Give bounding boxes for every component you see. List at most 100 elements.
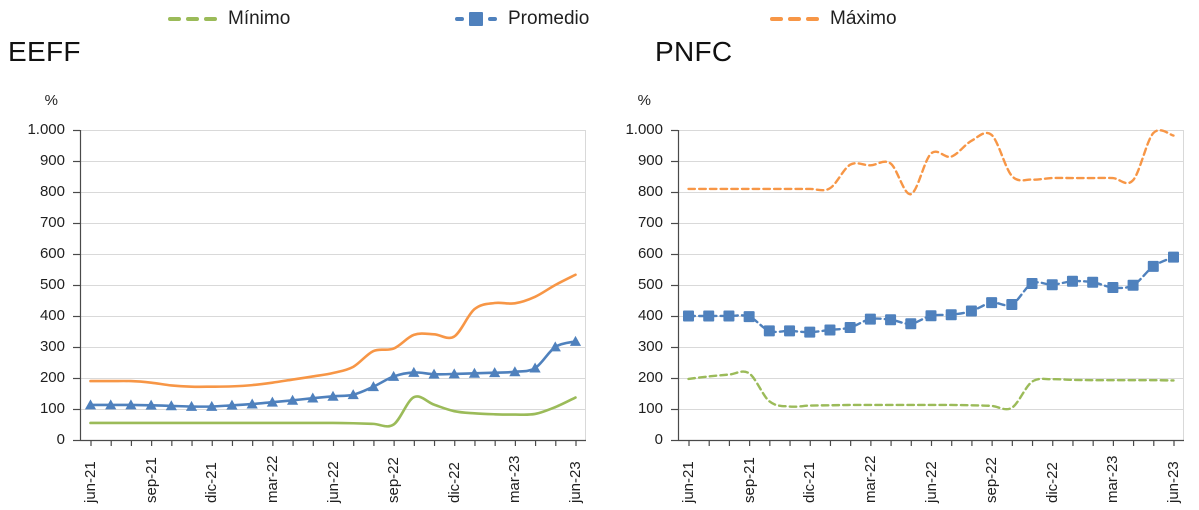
y-axis-tick-label: 600 [39,245,65,262]
triangle-marker [509,366,521,377]
x-axis-tick-label: sep-21 [740,457,758,503]
x-axis-tick-label: mar-22 [263,455,281,503]
triangle-marker [226,399,238,410]
square-marker [723,310,735,322]
y-axis-tick-label: 300 [39,338,65,355]
triangle-marker [165,400,177,411]
y-axis-tick-label: 600 [637,245,663,262]
triangle-marker [286,394,299,405]
y-axis-tick-label: 1.000 [27,121,65,138]
x-axis-tick-label: jun-23 [567,461,584,503]
triangle-marker [105,399,117,410]
x-axis-tick-label: mar-23 [1104,455,1122,503]
x-axis-tick-label: mar-22 [861,455,879,503]
dashed-line-sample-maximo [770,17,819,21]
y-axis-tick-label: 0 [654,431,663,448]
square-marker [743,311,755,323]
y-axis-tick-label: 400 [39,307,65,324]
y-axis-tick-label: 900 [637,152,663,169]
square-marker [804,326,816,338]
x-axis-tick-label: jun-22 [324,461,342,503]
x-axis-tick-label: dic-21 [203,462,221,503]
triangle-marker [307,392,319,403]
square-marker [844,321,856,333]
y-axis-tick-label: 200 [637,369,663,386]
series-line-eeff-minimo [89,395,577,428]
square-marker [683,310,694,322]
square-marker [824,324,836,336]
square-marker [1127,279,1139,291]
square-marker [763,325,775,337]
x-axis-tick-label: jun-21 [82,461,99,503]
triangle-marker [529,362,541,373]
x-axis-tick-label: sep-22 [385,457,403,503]
triangle-marker [549,341,561,352]
square-marker [905,318,917,330]
series-line-pnfc-minimo [687,370,1175,411]
x-axis-tick-label: dic-22 [1043,462,1061,503]
triangle-marker [448,368,460,379]
legend-item-promedio: Promedio [455,6,589,32]
x-axis-tick-label: dic-22 [445,462,463,503]
dashed-line-sample-minimo [168,17,217,21]
y-axis-tick-label: 700 [637,214,663,231]
square-marker [945,309,957,321]
chart-title-pnfc: PNFC [655,36,733,67]
square-marker [1006,299,1018,311]
triangle-marker [327,390,339,401]
triangle-marker [428,368,440,379]
y-axis-tick-label: 200 [39,369,65,386]
x-axis-tick-label: jun-21 [680,461,697,503]
square-marker [1066,275,1078,287]
x-axis-tick-label: dic-21 [801,462,819,503]
square-marker [925,310,937,322]
x-axis-tick-label: mar-23 [506,455,524,503]
y-axis-tick-label: 900 [39,152,65,169]
x-axis-tick-label: jun-23 [1165,461,1182,503]
triangle-marker [246,398,258,409]
y-axis-tick-label: 0 [56,431,65,448]
square-marker-icon [469,12,483,26]
triangle-marker [468,367,481,378]
triangle-marker [84,399,97,410]
square-marker [864,313,876,325]
y-axis-tick-label: 400 [637,307,663,324]
y-axis-tick-label: 500 [637,276,663,293]
triangle-marker [206,400,218,411]
legend-item-minimo: Mínimo [168,6,290,32]
dashed-line-square-sample-promedio [455,12,497,26]
square-marker [1107,281,1119,293]
square-marker [1147,260,1159,272]
plot-pnfc [671,129,1184,446]
legend-label-maximo: Máximo [830,8,897,29]
square-marker [1046,279,1058,291]
plot-eeff [73,129,586,446]
series-line-pnfc-maximo [687,129,1175,196]
triangle-marker [266,396,278,407]
x-axis-tick-label: sep-22 [983,457,1001,503]
square-marker [1087,276,1099,288]
square-marker [965,305,977,317]
triangle-marker [185,400,198,411]
legend-label-minimo: Mínimo [228,8,291,29]
y-axis-tick-label: 500 [39,276,65,293]
y-axis-tick-label: 100 [39,400,65,417]
square-marker [784,325,796,337]
x-axis-tick-label: jun-22 [922,461,940,503]
triangle-marker [569,335,582,346]
triangle-marker [388,370,400,381]
y-axis-unit-label-eeff: % [44,92,58,109]
legend-item-maximo: Máximo [770,6,897,32]
triangle-marker [125,399,137,410]
chart-title-eeff: EEFF [8,36,81,67]
square-marker [885,314,897,326]
y-axis-tick-label: 100 [637,400,663,417]
square-marker [703,310,715,322]
x-axis-tick-label: sep-21 [142,457,160,503]
triangle-marker [145,399,157,410]
legend-label-promedio: Promedio [508,8,590,29]
triangle-marker [408,366,420,377]
triangle-marker [347,389,359,400]
